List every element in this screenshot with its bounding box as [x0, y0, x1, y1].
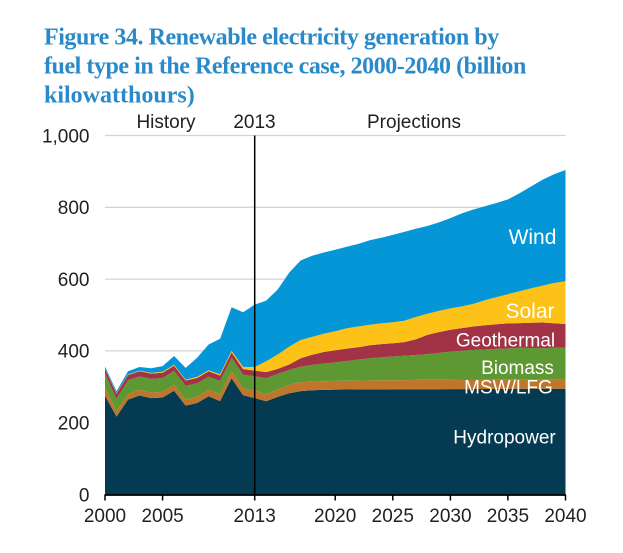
svg-text:Projections: Projections [367, 112, 461, 133]
svg-text:Solar: Solar [505, 300, 554, 323]
svg-text:2005: 2005 [141, 506, 183, 527]
svg-text:200: 200 [58, 414, 90, 435]
svg-text:2030: 2030 [429, 506, 471, 527]
svg-text:History: History [136, 112, 196, 133]
svg-text:2013: 2013 [233, 112, 275, 133]
svg-text:2040: 2040 [544, 506, 586, 527]
svg-text:2020: 2020 [314, 506, 356, 527]
svg-text:400: 400 [58, 342, 90, 363]
svg-text:2013: 2013 [234, 506, 276, 527]
svg-text:1,000: 1,000 [42, 126, 90, 147]
svg-text:kilowatthours): kilowatthours) [44, 83, 195, 109]
svg-text:2000: 2000 [84, 506, 126, 527]
svg-text:Geothermal: Geothermal [456, 331, 555, 352]
svg-text:Hydropower: Hydropower [453, 428, 556, 449]
svg-text:Figure 34. Renewable electrici: Figure 34. Renewable electricity generat… [44, 25, 499, 51]
svg-text:MSW/LFG: MSW/LFG [464, 378, 553, 399]
svg-text:2025: 2025 [372, 506, 414, 527]
svg-text:0: 0 [79, 485, 90, 506]
svg-text:2035: 2035 [487, 506, 529, 527]
svg-text:600: 600 [58, 270, 90, 291]
svg-text:Wind: Wind [509, 226, 557, 249]
svg-text:Biomass: Biomass [481, 358, 554, 379]
svg-text:800: 800 [58, 198, 90, 219]
svg-text:fuel type in the Reference cas: fuel type in the Reference case, 2000-20… [44, 54, 526, 80]
